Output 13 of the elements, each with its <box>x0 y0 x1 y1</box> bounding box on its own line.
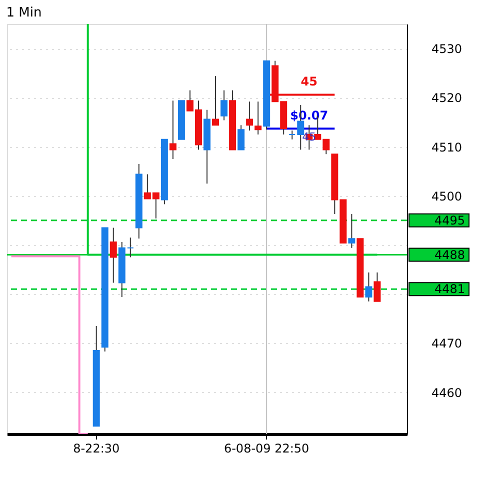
y-tick-label: 4510 <box>432 140 462 154</box>
y-tick-label: 4530 <box>432 42 462 56</box>
x-tick-label: 8-22:30 <box>73 442 120 456</box>
series-label: 45 <box>300 74 318 89</box>
y-tick-label: 4500 <box>432 189 462 204</box>
y-tick-label: 4520 <box>432 91 462 106</box>
ref-line-label: 4495 <box>434 213 465 228</box>
x-tick-label: 6-08-09 22:50 <box>224 442 310 456</box>
y-tick-label: 4470 <box>432 336 462 351</box>
chart-title: 1 Min <box>6 6 42 20</box>
ref-line-label: 4481 <box>434 282 465 296</box>
ref-line-label: 4488 <box>434 248 465 262</box>
y-tick-label: 4460 <box>432 386 462 400</box>
